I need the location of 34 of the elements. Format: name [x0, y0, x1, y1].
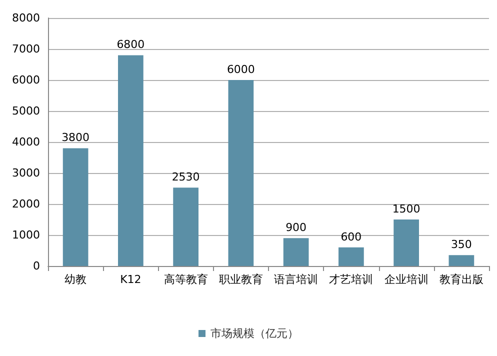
bar: [173, 188, 198, 266]
x-tick-label: K12: [120, 273, 142, 286]
y-tick-label: 3000: [12, 166, 40, 180]
legend-label: 市场规模（亿元）: [210, 327, 298, 340]
x-tick-label: 教育出版: [439, 273, 484, 286]
x-tick-label: 语言培训: [274, 273, 318, 286]
y-tick-label: 2000: [12, 198, 40, 210]
x-tick-label: 职业教育: [218, 273, 263, 286]
bar: [228, 80, 254, 266]
data-label: 6000: [226, 63, 255, 76]
bar: [283, 238, 309, 266]
y-tick-label: 1000: [12, 228, 40, 242]
data-label: 350: [450, 238, 472, 252]
y-tick-label: 6000: [12, 74, 40, 86]
bar: [448, 255, 474, 266]
x-tick-label: 企业培训: [384, 273, 428, 286]
y-tick-label: 7000: [12, 42, 40, 56]
data-label: 2530: [172, 170, 200, 184]
bar: [62, 148, 88, 266]
x-tick-label: 高等教育: [164, 273, 208, 286]
data-label: 3800: [62, 131, 90, 144]
data-label: 900: [286, 221, 307, 234]
y-tick-label: 4000: [12, 136, 40, 148]
y-tick-label: 0: [33, 260, 40, 272]
data-label: 1500: [392, 202, 420, 216]
bar: [338, 247, 364, 266]
data-label: 6800: [116, 38, 145, 52]
y-tick-label: 8000: [12, 12, 40, 24]
x-tick-label: 才艺培训: [329, 273, 374, 286]
data-label: 600: [340, 230, 362, 244]
x-tick-label: 幼教: [64, 273, 87, 286]
bar: [394, 220, 419, 266]
y-tick-label: 5000: [12, 104, 40, 118]
bar: [118, 55, 144, 266]
